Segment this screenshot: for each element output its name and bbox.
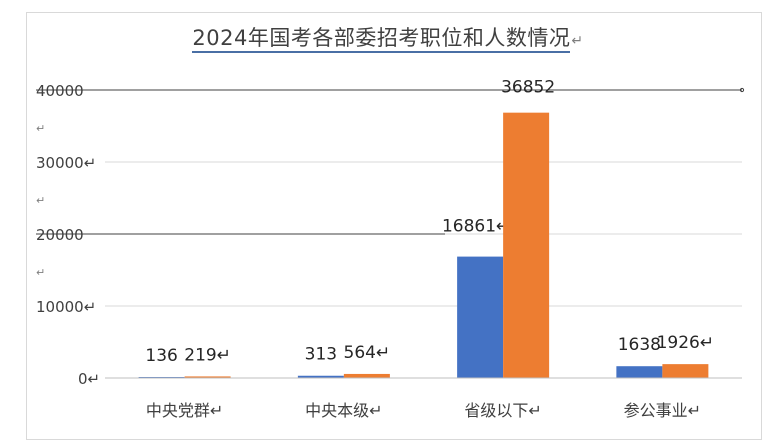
data-label: 564↵ [344,343,391,363]
data-label: 136 [145,346,177,366]
y-tick-label: 10000↵ [36,298,96,316]
bar [184,376,231,378]
overlay-lines [36,87,745,235]
y-tick-return-mark: ↵ [36,122,45,135]
bar [457,256,504,378]
x-tick-label: 中央本级↵ [305,401,382,420]
bar [503,112,550,379]
axis: 0↵ 10000↵ 20000 30000↵ 40000 ↵ ↵ ↵ 中央党群↵ 中央本级↵ 省级以… [36,82,742,420]
y-tick-label: 0↵ [78,370,100,388]
bar [616,366,663,378]
overlay-line-endpoint [739,87,745,93]
y-tick-label: 30000↵ [36,154,96,172]
data-label: 16861↵ [442,217,510,237]
x-tick-label: 省级以下↵ [464,401,541,420]
y-tick-label: 20000 [36,226,84,244]
y-tick-return-mark: ↵ [36,194,45,207]
chart-title: 2024年国考各部委招考职位和人数情况↵ [0,22,776,53]
data-label: 1926↵ [657,333,715,353]
chart-title-text: 2024年国考各部委招考职位和人数情况 [192,26,571,53]
chart-title-return-mark: ↵ [571,33,584,49]
data-label: 313 [305,345,337,365]
bar [297,375,344,378]
x-tick-label: 中央党群↵ [146,401,223,420]
data-label: 36852 [501,78,555,98]
data-label: 1638 [618,335,661,355]
x-tick-label: 参公事业↵ [624,401,701,420]
y-tick-return-mark: ↵ [36,266,45,279]
bar [343,373,390,378]
y-tick-label: 40000 [36,82,84,100]
bar [662,364,709,378]
data-label: 219↵ [184,345,231,365]
